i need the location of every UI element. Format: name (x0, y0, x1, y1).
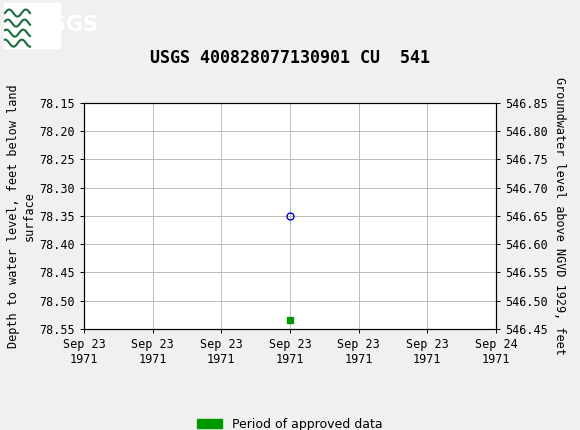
Bar (4, 3, 60, 48)
Y-axis label: Depth to water level, feet below land
surface: Depth to water level, feet below land su… (8, 84, 35, 348)
Text: USGS 400828077130901 CU  541: USGS 400828077130901 CU 541 (150, 49, 430, 67)
Y-axis label: Groundwater level above NGVD 1929, feet: Groundwater level above NGVD 1929, feet (553, 77, 566, 355)
Legend: Period of approved data: Period of approved data (192, 413, 388, 430)
Text: USGS: USGS (34, 15, 98, 35)
